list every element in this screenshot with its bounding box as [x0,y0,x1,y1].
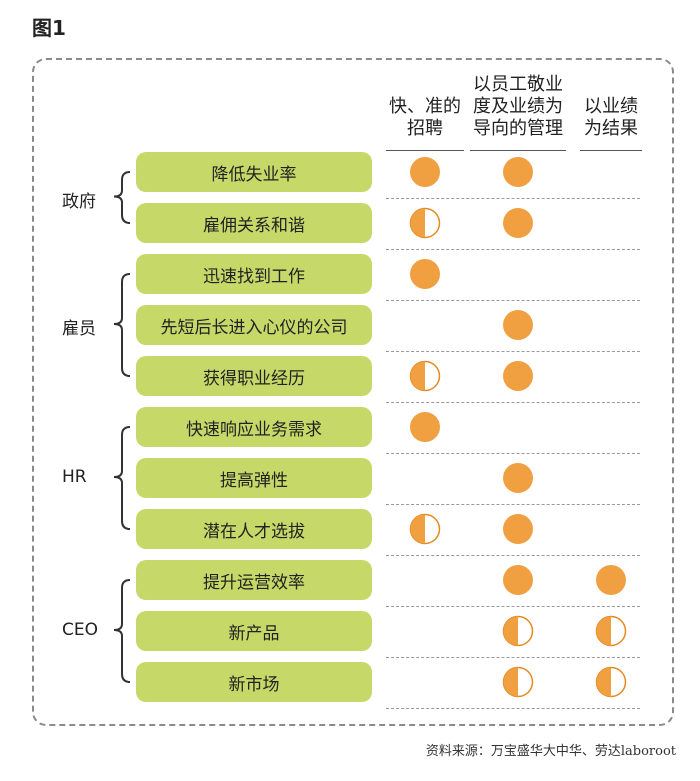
source-note: 资料来源：万宝盛华大中华、劳达laboroot [425,744,676,759]
full-circle-icon [409,156,441,188]
half-circle-icon [409,207,441,239]
row-label-pill: 提升运营效率 [136,560,372,600]
row-label-pill: 获得职业经历 [136,356,372,396]
full-circle-icon [502,564,534,596]
diagram-frame [32,58,674,726]
row-divider [386,708,640,709]
half-circle-icon [595,666,627,698]
group-label: 政府 [62,191,96,212]
group-brace [113,579,131,683]
full-circle-icon [502,462,534,494]
group-brace [113,426,131,530]
column-header-rule [580,150,642,151]
figure-label: 图1 [32,16,66,40]
row-label-pill: 快速响应业务需求 [136,407,372,447]
row-label-pill: 潜在人才选拔 [136,509,372,549]
group-brace [113,171,131,224]
row-label-pill: 新产品 [136,611,372,651]
row-divider [386,300,640,301]
column-header-3: 以业绩 为结果 [584,96,638,139]
row-divider [386,249,640,250]
row-label-pill: 迅速找到工作 [136,254,372,294]
column-header-rule [386,150,464,151]
full-circle-icon [502,360,534,392]
half-circle-icon [409,360,441,392]
row-label-pill: 降低失业率 [136,152,372,192]
half-circle-icon [409,513,441,545]
row-divider [386,504,640,505]
row-divider [386,198,640,199]
full-circle-icon [409,411,441,443]
row-label-pill: 雇佣关系和谐 [136,203,372,243]
row-divider [386,606,640,607]
full-circle-icon [502,156,534,188]
row-divider [386,657,640,658]
half-circle-icon [502,666,534,698]
row-label-pill: 提高弹性 [136,458,372,498]
row-label-pill: 先短后长进入心仪的公司 [136,305,372,345]
row-divider [386,351,640,352]
full-circle-icon [409,258,441,290]
group-label: 雇员 [62,319,96,339]
full-circle-icon [502,309,534,341]
row-divider [386,453,640,454]
half-circle-icon [502,615,534,647]
row-divider [386,555,640,556]
column-header-2: 以员工敬业 度及业绩为 导向的管理 [473,74,563,139]
group-label: HR [62,467,87,487]
row-divider [386,402,640,403]
full-circle-icon [595,564,627,596]
row-label-pill: 新市场 [136,662,372,702]
column-header-rule [470,150,566,151]
group-brace [113,273,131,377]
full-circle-icon [502,513,534,545]
full-circle-icon [502,207,534,239]
column-header-1: 快、准的 招聘 [389,96,461,139]
group-label: CEO [62,620,98,640]
half-circle-icon [595,615,627,647]
